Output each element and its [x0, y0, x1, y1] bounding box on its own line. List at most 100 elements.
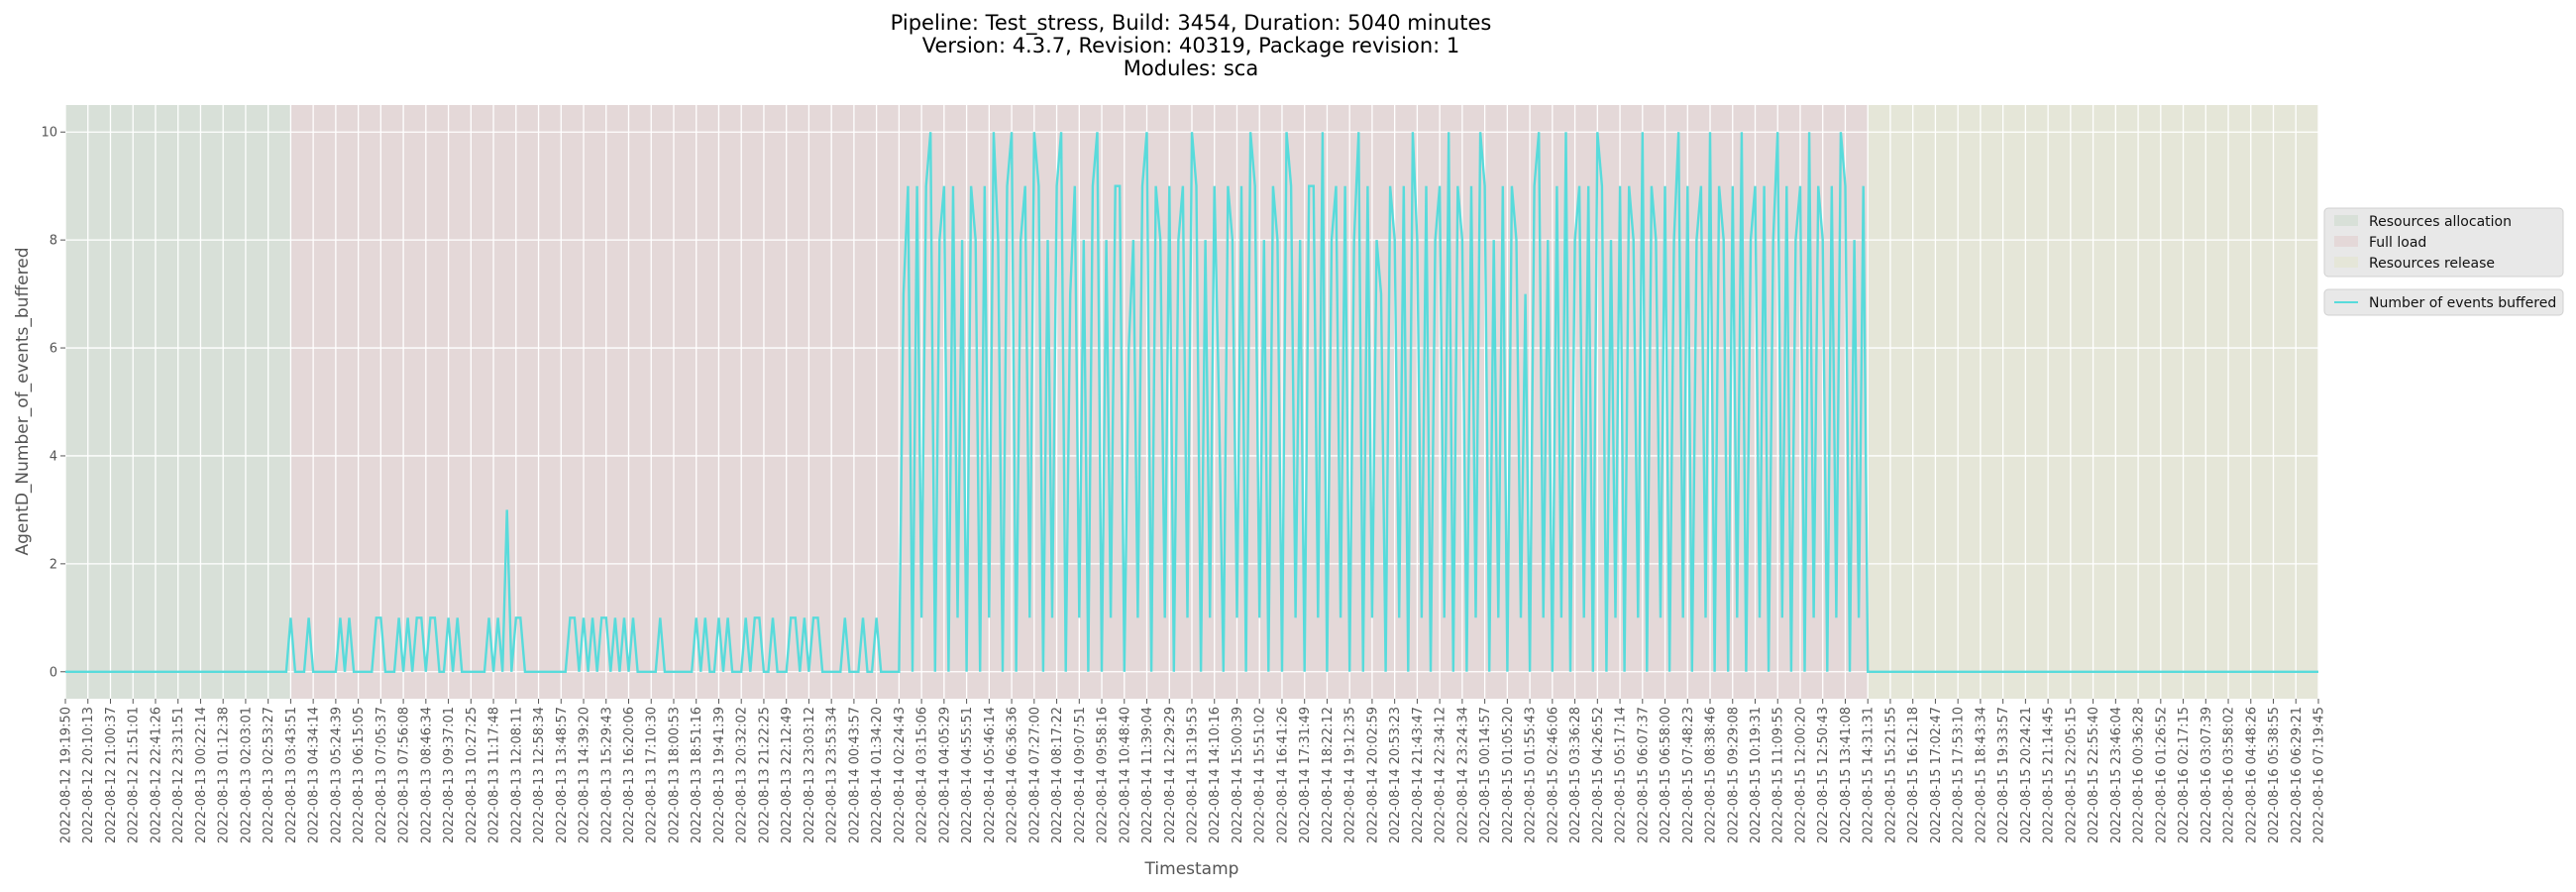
x-tick-label: 2022-08-14 04:55:51: [960, 707, 975, 843]
y-tick-label: 10: [41, 126, 57, 141]
x-tick-label: 2022-08-12 19:19:50: [59, 707, 74, 843]
x-tick-label: 2022-08-13 23:03:12: [803, 707, 817, 843]
x-tick-label: 2022-08-14 04:05:29: [937, 707, 952, 843]
y-tick-label: 6: [50, 342, 57, 357]
x-tick-label: 2022-08-14 16:41:26: [1275, 707, 1290, 843]
x-tick-label: 2022-08-16 03:58:02: [2222, 707, 2237, 843]
x-tick-label: 2022-08-12 21:51:01: [127, 707, 142, 843]
x-tick-label: 2022-08-15 03:36:28: [1568, 707, 1583, 843]
x-tick-label: 2022-08-12 20:10:13: [81, 707, 96, 843]
x-tick-label: 2022-08-14 01:34:20: [870, 707, 885, 843]
x-tick-label: 2022-08-13 02:53:27: [262, 707, 276, 843]
x-tick-label: 2022-08-15 14:31:31: [1862, 707, 1877, 843]
x-tick-label: 2022-08-13 04:34:14: [307, 707, 322, 843]
x-tick-label: 2022-08-14 20:53:23: [1388, 707, 1403, 843]
x-tick-label: 2022-08-15 22:05:15: [2064, 707, 2079, 843]
x-tick-label: 2022-08-13 22:12:49: [780, 707, 795, 843]
x-tick-label: 2022-08-14 08:17:22: [1050, 707, 1065, 843]
x-tick-label: 2022-08-14 07:27:00: [1027, 707, 1042, 843]
x-tick-label: 2022-08-15 21:14:45: [2042, 707, 2057, 843]
x-tick-label: 2022-08-15 06:07:37: [1636, 707, 1651, 843]
x-tick-label: 2022-08-14 23:24:34: [1455, 707, 1470, 843]
x-axis-ticks: 2022-08-12 19:19:50 2022-08-12 20:10:13 20…: [59, 699, 2327, 843]
x-tick-label: 2022-08-13 05:24:39: [329, 707, 344, 843]
title-line-1: Pipeline: Test_stress, Build: 3454, Dura…: [891, 11, 1492, 36]
x-tick-label: 2022-08-14 19:12:35: [1343, 707, 1358, 843]
x-tick-label: 2022-08-15 22:55:40: [2087, 707, 2101, 843]
y-tick-label: 8: [50, 234, 57, 249]
x-tick-label: 2022-08-14 11:39:04: [1140, 707, 1155, 843]
x-tick-label: 2022-08-12 21:00:37: [104, 707, 119, 843]
x-tick-label: 2022-08-13 12:08:11: [509, 707, 524, 843]
x-tick-label: 2022-08-14 15:00:39: [1231, 707, 1245, 843]
series-layer: [65, 132, 2318, 673]
x-tick-label: 2022-08-14 09:58:16: [1096, 707, 1111, 843]
y-axis-label: AgentD_Number_of_events_buffered: [13, 248, 33, 556]
legend-swatch-allocation: [2334, 215, 2358, 226]
x-tick-label: 2022-08-13 08:46:34: [419, 707, 434, 843]
x-tick-label: 2022-08-15 16:12:18: [1906, 707, 1921, 843]
x-tick-label: 2022-08-16 00:36:28: [2132, 707, 2147, 843]
x-tick-label: 2022-08-15 05:17:14: [1614, 707, 1629, 843]
x-tick-label: 2022-08-15 10:19:31: [1749, 707, 1764, 843]
x-tick-label: 2022-08-13 02:03:01: [239, 707, 254, 843]
x-tick-label: 2022-08-15 09:29:08: [1726, 707, 1741, 843]
x-tick-label: 2022-08-14 05:46:14: [983, 707, 998, 843]
legend-label-allocation: Resources allocation: [2369, 214, 2512, 230]
x-tick-label: 2022-08-16 03:07:39: [2200, 707, 2214, 843]
y-tick-label: 0: [50, 665, 57, 680]
x-tick-label: 2022-08-13 09:37:01: [442, 707, 457, 843]
chart-title: Pipeline: Test_stress, Build: 3454, Dura…: [891, 11, 1492, 80]
x-tick-label: 2022-08-14 03:15:06: [915, 707, 930, 843]
legend-label-events-buffered: Number of events buffered: [2369, 295, 2556, 311]
x-tick-label: 2022-08-15 01:55:43: [1524, 707, 1539, 843]
x-tick-label: 2022-08-14 06:36:36: [1006, 707, 1020, 843]
x-tick-label: 2022-08-15 19:33:57: [1996, 707, 2011, 843]
x-tick-label: 2022-08-14 17:31:49: [1298, 707, 1313, 843]
x-tick-label: 2022-08-16 07:19:45: [2312, 707, 2327, 843]
x-tick-label: 2022-08-15 01:05:20: [1501, 707, 1516, 843]
legend-swatch-full-load: [2334, 236, 2358, 247]
x-tick-label: 2022-08-14 13:19:53: [1186, 707, 1201, 843]
series-legend: Number of events buffered: [2323, 288, 2564, 316]
x-tick-label: 2022-08-13 14:39:20: [578, 707, 592, 843]
x-tick-label: 2022-08-13 06:15:05: [352, 707, 367, 843]
x-tick-label: 2022-08-15 02:46:06: [1546, 707, 1560, 843]
x-tick-label: 2022-08-13 07:56:08: [397, 707, 412, 843]
x-tick-label: 2022-08-15 04:26:52: [1591, 707, 1606, 843]
x-tick-label: 2022-08-15 12:00:20: [1793, 707, 1808, 843]
x-tick-label: 2022-08-12 23:31:51: [171, 707, 186, 843]
x-tick-label: 2022-08-15 06:58:00: [1659, 707, 1673, 843]
x-tick-label: 2022-08-13 12:58:34: [532, 707, 547, 843]
x-tick-label: 2022-08-14 12:29:29: [1163, 707, 1178, 843]
x-tick-label: 2022-08-16 06:29:21: [2290, 707, 2305, 843]
x-tick-label: 2022-08-16 01:26:52: [2154, 707, 2169, 843]
x-axis-label: Timestamp: [1144, 859, 1239, 879]
series-legend-box: [2323, 288, 2564, 316]
x-tick-label: 2022-08-14 15:51:02: [1253, 707, 1268, 843]
x-tick-label: 2022-08-13 00:22:14: [194, 707, 209, 843]
x-tick-label: 2022-08-13 03:43:51: [284, 707, 299, 843]
x-tick-label: 2022-08-16 05:38:55: [2267, 707, 2282, 843]
x-tick-label: 2022-08-14 21:43:47: [1411, 707, 1426, 843]
x-tick-label: 2022-08-13 17:10:30: [645, 707, 660, 843]
title-line-2: Version: 4.3.7, Revision: 40319, Package…: [922, 34, 1460, 57]
phase-legend-box: [2323, 207, 2564, 278]
x-tick-label: 2022-08-13 07:05:37: [375, 707, 389, 843]
x-tick-label: 2022-08-14 00:43:57: [847, 707, 862, 843]
x-tick-label: 2022-08-13 10:27:25: [465, 707, 480, 843]
x-tick-label: 2022-08-15 15:21:55: [1883, 707, 1898, 843]
y-tick-label: 4: [50, 449, 57, 464]
x-tick-label: 2022-08-15 07:48:23: [1681, 707, 1696, 843]
x-tick-label: 2022-08-15 18:43:34: [1974, 707, 1988, 843]
x-tick-label: 2022-08-15 13:41:08: [1839, 707, 1854, 843]
x-tick-label: 2022-08-12 22:41:26: [149, 707, 163, 843]
series-line-events-buffered: [65, 132, 2318, 673]
title-line-3: Modules: sca: [1124, 56, 1258, 80]
x-tick-label: 2022-08-13 21:22:25: [757, 707, 772, 843]
x-tick-label: 2022-08-13 20:32:02: [735, 707, 750, 843]
y-axis-ticks: 0 2 4 6 8 10: [41, 126, 65, 680]
x-tick-label: 2022-08-13 01:12:38: [217, 707, 232, 843]
x-tick-label: 2022-08-15 11:09:55: [1771, 707, 1786, 843]
